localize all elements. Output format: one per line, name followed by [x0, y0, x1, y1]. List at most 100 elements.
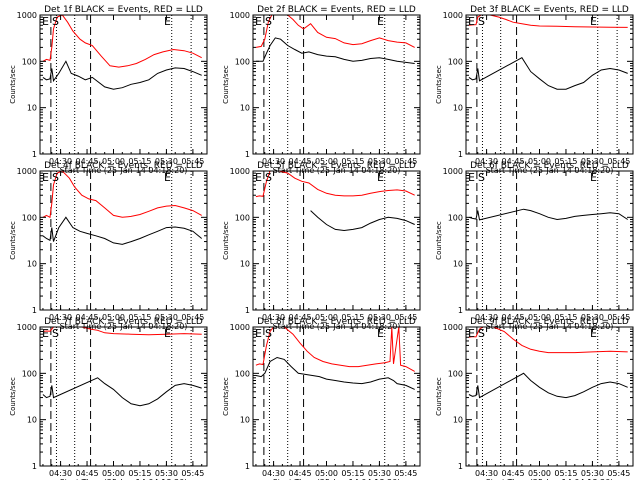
plot-frame: [39, 326, 208, 467]
y-tick-label: 100: [22, 57, 37, 66]
chart-title: Det 1f BLACK = Events, RED = LLD: [44, 5, 203, 15]
y-axis-label: Counts/sec: [9, 221, 17, 260]
x-tick-label: 05:30: [368, 157, 391, 166]
x-axis-label: Start Time (25-Jan-14 04:18:20): [273, 478, 401, 480]
y-tick-label: 1000: [17, 323, 37, 332]
series-events-line: [42, 216, 203, 245]
x-tick-label: 05:30: [155, 157, 178, 166]
plot-frame: [252, 326, 421, 467]
plot-frame: [252, 170, 421, 311]
y-tick-label: 1: [458, 462, 463, 471]
x-tick-label: 05:45: [394, 157, 417, 166]
y-tick-label: 1: [245, 306, 250, 315]
y-tick-label: 10: [453, 260, 463, 269]
y-axis-label: Counts/sec: [222, 65, 230, 104]
series-events-line: [468, 208, 628, 221]
series-line-2: [42, 171, 202, 219]
y-tick-label: 10: [453, 104, 463, 113]
chart-title: Det 9f BLACK = Events, RED = LLD: [470, 317, 629, 327]
y-tick-label: 1000: [230, 11, 250, 20]
x-tick-label: 04:45: [76, 157, 99, 166]
chart-panel-7: Det 7f BLACK = Events, RED = LLD 1 10 100 10…: [9, 317, 208, 480]
x-tick-label: 05:00: [528, 157, 551, 166]
x-tick-label: 04:30: [475, 469, 498, 478]
marker-e-left: E: [42, 327, 49, 340]
x-tick-label: 05:45: [607, 157, 630, 166]
marker-e-left: E: [255, 171, 262, 184]
y-tick-label: 10: [453, 416, 463, 425]
x-tick-label: 05:15: [554, 313, 577, 322]
x-tick-label: 05:45: [607, 469, 630, 478]
x-tick-label: 05:30: [581, 157, 604, 166]
y-tick-label: 10: [240, 416, 250, 425]
y-tick-label: 100: [22, 369, 37, 378]
marker-e-right: E: [164, 15, 171, 28]
y-tick-label: 1000: [443, 11, 463, 20]
marker-e-left: E: [468, 327, 475, 340]
x-tick-label: 05:00: [315, 313, 338, 322]
marker-s: S: [52, 171, 59, 184]
marker-s: S: [478, 171, 485, 184]
x-tick-label: 05:15: [554, 157, 577, 166]
y-tick-label: 1: [245, 150, 250, 159]
marker-e-left: E: [468, 171, 475, 184]
chart-panel-1: Det 1f BLACK = Events, RED = LLD 1 10 100 10…: [9, 5, 208, 175]
marker-s: S: [478, 327, 485, 340]
x-tick-label: 05:00: [102, 313, 125, 322]
y-tick-label: 1000: [17, 167, 37, 176]
x-tick-label: 04:30: [475, 157, 498, 166]
x-tick-label: 04:45: [76, 469, 99, 478]
x-tick-label: 05:45: [181, 313, 204, 322]
y-tick-label: 1: [245, 462, 250, 471]
chart-panel-2: Det 2f BLACK = Events, RED = LLD 1 10 100 10…: [222, 5, 421, 175]
x-tick-label: 05:45: [181, 157, 204, 166]
x-tick-label: 05:30: [368, 469, 391, 478]
x-tick-label: 05:15: [341, 469, 364, 478]
y-axis-label: Counts/sec: [222, 221, 230, 260]
plot-frame: [39, 170, 208, 311]
y-tick-label: 100: [22, 213, 37, 222]
chart-panel-4: Det 4f BLACK = Events, RED = LLD 1 10 100 10…: [9, 161, 208, 331]
chart-panel-5: Det 5f BLACK = Events, RED = LLD 1 10 100 10…: [222, 161, 421, 331]
x-tick-label: 04:30: [49, 157, 72, 166]
series-line-2: [468, 327, 628, 354]
x-tick-label: 05:00: [528, 313, 551, 322]
series-events-line: [42, 377, 202, 407]
y-tick-label: 1: [32, 462, 37, 471]
x-tick-label: 05:45: [607, 313, 630, 322]
marker-s: S: [52, 15, 59, 28]
chart-title: Det 4f BLACK = Events, RED = LLD: [44, 161, 203, 171]
x-tick-label: 04:45: [502, 469, 525, 478]
y-tick-label: 10: [27, 260, 37, 269]
marker-e-left: E: [42, 171, 49, 184]
x-tick-label: 04:30: [262, 157, 285, 166]
x-tick-label: 05:15: [554, 469, 577, 478]
chart-title: Det 2f BLACK = Events, RED = LLD: [257, 5, 416, 15]
marker-s: S: [265, 171, 272, 184]
marker-s: S: [52, 327, 59, 340]
chart-title: Det 8f BLACK = Events, RED = LLD: [257, 317, 416, 327]
y-tick-label: 10: [27, 104, 37, 113]
x-axis-label: Start Time (25-Jan-14 04:18:20): [486, 478, 614, 480]
plot-frame: [252, 14, 421, 155]
x-tick-label: 05:30: [368, 313, 391, 322]
y-tick-label: 10: [240, 260, 250, 269]
series-line-2: [468, 15, 628, 28]
x-tick-label: 05:30: [581, 469, 604, 478]
y-tick-label: 10: [27, 416, 37, 425]
x-tick-label: 04:30: [475, 313, 498, 322]
marker-e-right: E: [164, 327, 171, 340]
marker-e-right: E: [164, 171, 171, 184]
y-tick-label: 1: [458, 150, 463, 159]
x-tick-label: 04:30: [262, 313, 285, 322]
series-events-line: [468, 57, 628, 90]
x-tick-label: 04:45: [289, 469, 312, 478]
marker-e-right: E: [590, 171, 597, 184]
x-tick-label: 05:30: [155, 469, 178, 478]
chart-panel-3: Det 3f BLACK = Events, RED = LLD 1 10 100 10…: [435, 5, 634, 175]
plot-frame: [465, 14, 634, 155]
series-events-line: [468, 372, 628, 399]
series-line-2: [255, 15, 415, 48]
series-line-2: [255, 327, 415, 372]
y-tick-label: 1000: [443, 323, 463, 332]
